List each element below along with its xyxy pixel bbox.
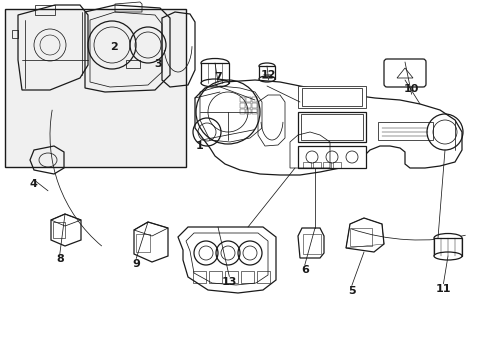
- Text: 1: 1: [196, 141, 204, 151]
- Bar: [246, 109, 251, 114]
- Text: 2: 2: [110, 42, 118, 52]
- Ellipse shape: [434, 234, 462, 243]
- Bar: [434, 238, 462, 256]
- Text: 4: 4: [29, 179, 37, 189]
- Bar: [333, 162, 341, 168]
- Text: 13: 13: [221, 276, 237, 287]
- Bar: [298, 146, 366, 168]
- Bar: [252, 103, 257, 108]
- Text: 11: 11: [436, 284, 451, 294]
- Bar: [240, 103, 245, 108]
- Bar: [225, 271, 238, 283]
- Text: 10: 10: [404, 84, 419, 94]
- Bar: [303, 234, 321, 254]
- Bar: [5, 9, 186, 167]
- Bar: [240, 97, 245, 102]
- Bar: [257, 271, 270, 283]
- Bar: [240, 109, 245, 114]
- Ellipse shape: [201, 79, 229, 87]
- Bar: [246, 97, 251, 102]
- Bar: [209, 271, 222, 283]
- Text: 5: 5: [348, 285, 356, 296]
- Ellipse shape: [259, 63, 275, 69]
- Bar: [350, 228, 372, 246]
- Bar: [298, 86, 366, 108]
- Ellipse shape: [259, 76, 275, 82]
- Bar: [53, 222, 65, 238]
- Bar: [301, 114, 363, 140]
- Bar: [302, 88, 362, 106]
- Bar: [259, 66, 275, 79]
- Bar: [323, 162, 331, 168]
- Ellipse shape: [201, 58, 229, 68]
- Text: 12: 12: [261, 70, 276, 80]
- Bar: [136, 234, 150, 252]
- Bar: [378, 122, 433, 140]
- Bar: [246, 103, 251, 108]
- Bar: [313, 162, 321, 168]
- Text: 7: 7: [214, 72, 222, 82]
- Bar: [193, 271, 206, 283]
- Text: 8: 8: [56, 254, 64, 264]
- FancyBboxPatch shape: [384, 59, 426, 87]
- Text: 6: 6: [301, 265, 309, 275]
- Bar: [241, 271, 254, 283]
- Bar: [201, 63, 229, 83]
- Bar: [298, 112, 366, 142]
- Bar: [252, 97, 257, 102]
- Ellipse shape: [434, 252, 462, 260]
- Text: 3: 3: [154, 59, 162, 69]
- Bar: [252, 109, 257, 114]
- Bar: [303, 162, 311, 168]
- Bar: [126, 60, 140, 68]
- Text: 9: 9: [132, 258, 140, 269]
